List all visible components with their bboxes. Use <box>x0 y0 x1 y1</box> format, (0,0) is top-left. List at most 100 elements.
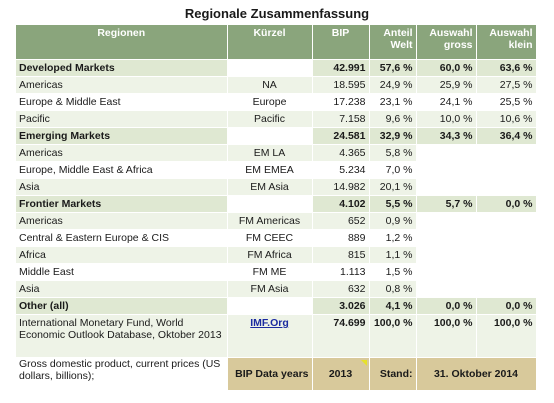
header-selection-large: Auswahl gross <box>416 25 477 60</box>
table-row: Asia EM Asia 14.982 20,1 % <box>16 178 537 196</box>
region-code <box>227 59 313 77</box>
bip-value: 3.026 <box>312 297 370 315</box>
bip-value: 4.365 <box>312 144 370 162</box>
selection-large <box>416 229 477 247</box>
selection-small: 27,5 % <box>476 76 537 94</box>
region-code: FM CEEC <box>227 229 313 247</box>
region-code: FM ME <box>227 263 313 281</box>
world-share: 9,6 % <box>369 110 417 128</box>
bip-value: 24.581 <box>312 127 370 145</box>
header-selection-small: Auswahl klein <box>476 25 537 60</box>
world-share: 23,1 % <box>369 93 417 111</box>
region-name: Emerging Markets <box>16 127 228 145</box>
stand-label: Stand: <box>369 357 417 391</box>
selection-large: 60,0 % <box>416 59 477 77</box>
region-name: Africa <box>16 246 228 264</box>
source-row: International Monetary Fund, World Econo… <box>16 314 537 358</box>
selection-small <box>476 246 537 264</box>
group-row: Frontier Markets 4.102 5,5 % 5,7 % 0,0 % <box>16 195 537 213</box>
table-row: Middle East FM ME 1.113 1,5 % <box>16 263 537 281</box>
selection-small: 0,0 % <box>476 297 537 315</box>
selection-small: 25,5 % <box>476 93 537 111</box>
region-code: NA <box>227 76 313 94</box>
bip-value: 632 <box>312 280 370 298</box>
region-name: Asia <box>16 178 228 196</box>
region-code: Pacific <box>227 110 313 128</box>
table-row: Americas FM Americas 652 0,9 % <box>16 212 537 230</box>
stand-date: 31. Oktober 2014 <box>416 357 537 391</box>
table-row: Americas EM LA 4.365 5,8 % <box>16 144 537 162</box>
sheet-title: Regionale Zusammenfassung <box>184 6 370 21</box>
bip-value: 42.991 <box>312 59 370 77</box>
bip-value: 17.238 <box>312 93 370 111</box>
table-row: Central & Eastern Europe & CIS FM CEEC 889… <box>16 229 537 247</box>
bip-value: 1.113 <box>312 263 370 281</box>
selection-small: 36,4 % <box>476 127 537 145</box>
region-name: Pacific <box>16 110 228 128</box>
world-share: 1,2 % <box>369 229 417 247</box>
header-region: Regionen <box>16 25 228 60</box>
world-share: 5,8 % <box>369 144 417 162</box>
group-row: Emerging Markets 24.581 32,9 % 34,3 % 36,4 % <box>16 127 537 145</box>
group-row: Developed Markets 42.991 57,6 % 60,0 % 63,6 … <box>16 59 537 77</box>
table-row: Europe, Middle East & Africa EM EMEA 5.234… <box>16 161 537 179</box>
world-share: 20,1 % <box>369 178 417 196</box>
bip-data-years-label: BIP Data years <box>227 357 313 391</box>
region-code: FM Americas <box>227 212 313 230</box>
region-code: EM LA <box>227 144 313 162</box>
table-row: Pacific Pacific 7.158 9,6 % 10,0 % 10,6 % <box>16 110 537 128</box>
region-name: Other (all) <box>16 297 228 315</box>
region-code: FM Africa <box>227 246 313 264</box>
bip-value: 7.158 <box>312 110 370 128</box>
selection-large <box>416 144 477 162</box>
region-name: Middle East <box>16 263 228 281</box>
table-row: Asia FM Asia 632 0,8 % <box>16 280 537 298</box>
imf-link[interactable]: IMF.Org <box>250 317 289 329</box>
selection-large <box>416 263 477 281</box>
table-row: Americas NA 18.595 24,9 % 25,9 % 27,5 % <box>16 76 537 94</box>
selection-small <box>476 280 537 298</box>
selection-large: 34,3 % <box>416 127 477 145</box>
bip-value: 652 <box>312 212 370 230</box>
source-bip: 74.699 <box>312 314 370 358</box>
world-share: 0,9 % <box>369 212 417 230</box>
source-link-cell: IMF.Org <box>227 314 313 358</box>
selection-large: 5,7 % <box>416 195 477 213</box>
region-name: Americas <box>16 144 228 162</box>
selection-small <box>476 229 537 247</box>
footer-row: Gross domestic product, current prices (… <box>16 357 537 391</box>
selection-large <box>416 212 477 230</box>
region-name: Americas <box>16 212 228 230</box>
world-share: 0,8 % <box>369 280 417 298</box>
selection-small: 0,0 % <box>476 195 537 213</box>
selection-small <box>476 178 537 196</box>
region-name: Frontier Markets <box>16 195 228 213</box>
region-name: Americas <box>16 76 228 94</box>
region-code <box>227 297 313 315</box>
selection-large <box>416 246 477 264</box>
bip-value: 5.234 <box>312 161 370 179</box>
region-name: Developed Markets <box>16 59 228 77</box>
selection-large: 24,1 % <box>416 93 477 111</box>
region-name: Asia <box>16 280 228 298</box>
summary-table: Regionen Kürzel BIP Anteil Welt Auswahl … <box>16 25 537 391</box>
selection-large <box>416 280 477 298</box>
region-name: Europe & Middle East <box>16 93 228 111</box>
region-code <box>227 195 313 213</box>
region-code: Europe <box>227 93 313 111</box>
selection-small: 10,6 % <box>476 110 537 128</box>
header-bip: BIP <box>312 25 370 60</box>
region-code <box>227 127 313 145</box>
selection-small <box>476 212 537 230</box>
header-share: Anteil Welt <box>369 25 417 60</box>
world-share: 57,6 % <box>369 59 417 77</box>
world-share: 1,5 % <box>369 263 417 281</box>
region-code: EM EMEA <box>227 161 313 179</box>
selection-large <box>416 161 477 179</box>
header-row: Regionen Kürzel BIP Anteil Welt Auswahl … <box>16 25 537 60</box>
bip-value: 4.102 <box>312 195 370 213</box>
region-code: EM Asia <box>227 178 313 196</box>
source-selection-large: 100,0 % <box>416 314 477 358</box>
selection-small <box>476 263 537 281</box>
bip-value: 18.595 <box>312 76 370 94</box>
